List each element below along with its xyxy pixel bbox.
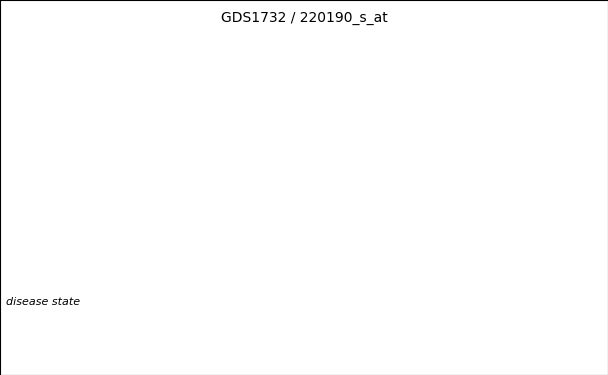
- Bar: [156, 161, 165, 246]
- Bar: [451, 211, 475, 246]
- Text: papillary thyroid cancer: papillary thyroid cancer: [363, 261, 496, 271]
- FancyBboxPatch shape: [76, 248, 311, 284]
- Bar: [189, 171, 198, 246]
- Bar: [526, 155, 535, 246]
- Bar: [283, 201, 306, 246]
- Text: GDS1732 / 220190_s_at: GDS1732 / 220190_s_at: [221, 11, 387, 25]
- Bar: [519, 60, 542, 246]
- Text: normal: normal: [174, 261, 213, 271]
- Bar: [384, 167, 407, 246]
- Bar: [290, 173, 300, 246]
- Bar: [148, 123, 172, 246]
- Bar: [492, 167, 502, 246]
- Bar: [122, 155, 131, 246]
- Text: disease state: disease state: [6, 297, 80, 307]
- Bar: [88, 159, 97, 246]
- Bar: [418, 196, 441, 246]
- Bar: [485, 182, 508, 246]
- Bar: [424, 167, 434, 246]
- Bar: [323, 159, 333, 246]
- FancyBboxPatch shape: [311, 248, 547, 284]
- Bar: [216, 167, 239, 246]
- Bar: [115, 55, 138, 246]
- Bar: [257, 170, 266, 246]
- Bar: [223, 165, 232, 246]
- Bar: [391, 165, 401, 246]
- Bar: [317, 69, 340, 246]
- Bar: [182, 216, 206, 246]
- Bar: [81, 94, 105, 246]
- Bar: [249, 216, 273, 246]
- Bar: [458, 171, 468, 246]
- Bar: [350, 206, 374, 246]
- Legend: count, percentile rank within the sample, value, Detection Call = ABSENT, rank, : count, percentile rank within the sample…: [81, 291, 446, 315]
